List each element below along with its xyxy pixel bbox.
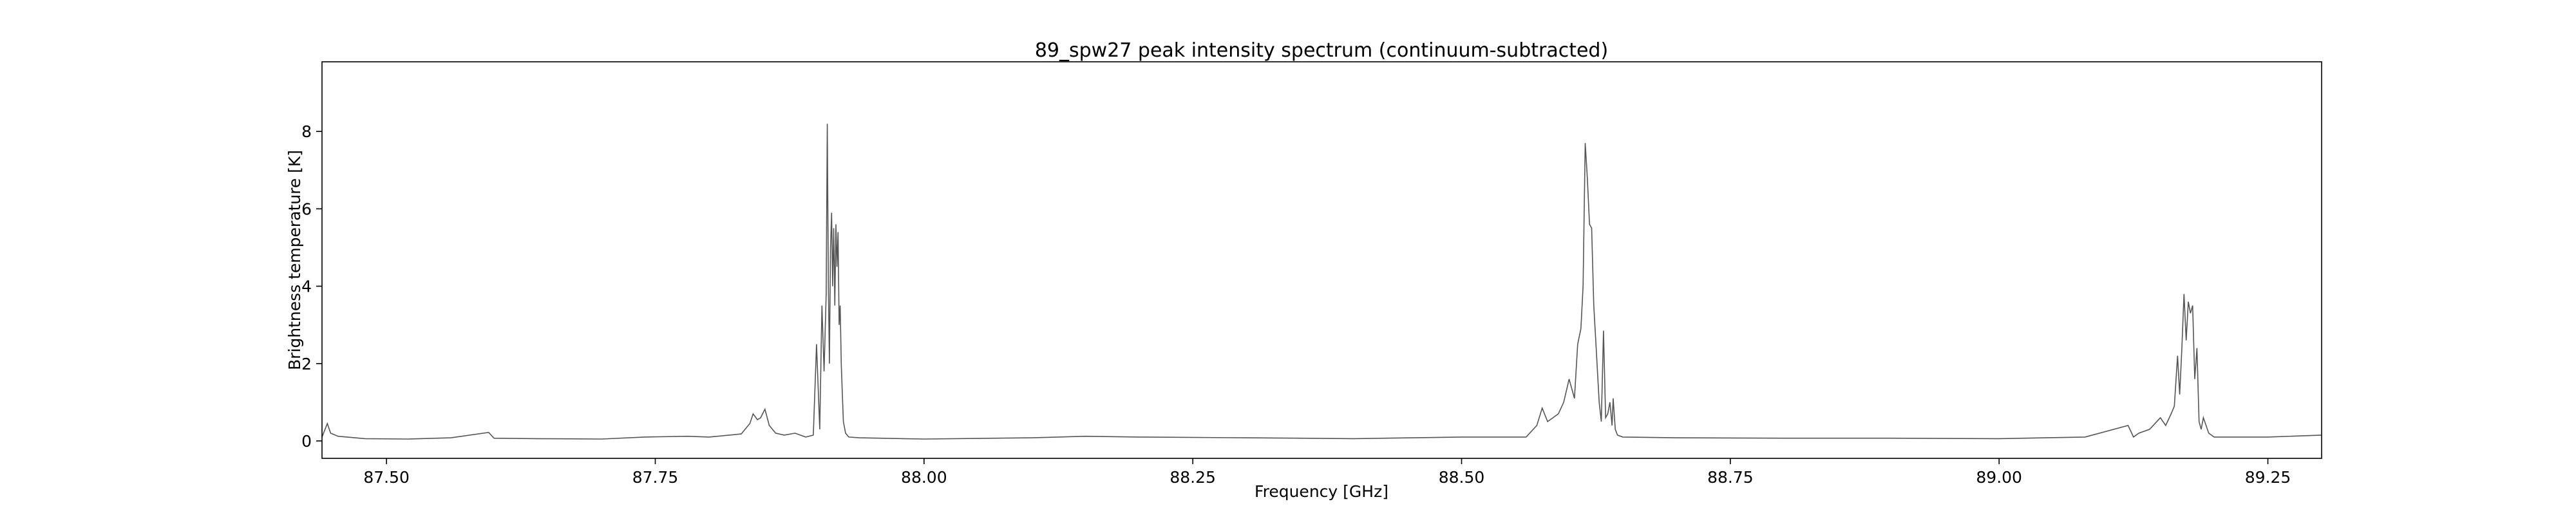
x-axis-ticks: 87.50 87.75 88.00 88.25 88.50 88.75 89.00 89.25 (363, 458, 2291, 487)
y-tick-label: 0 (301, 432, 312, 451)
y-axis-ticks: 0 2 4 6 8 (301, 122, 322, 451)
y-tick-label: 2 (301, 355, 312, 373)
x-tick-label: 89.00 (1976, 468, 2022, 487)
chart-title: 89_spw27 peak intensity spectrum (contin… (1035, 39, 1608, 62)
y-tick-label: 4 (301, 277, 312, 296)
x-axis-label: Frequency [GHz] (1255, 482, 1388, 501)
spectrum-line (321, 124, 2322, 440)
x-tick-label: 87.50 (363, 468, 410, 487)
x-tick-label: 88.50 (1439, 468, 1485, 487)
x-tick-label: 88.75 (1707, 468, 1754, 487)
y-tick-label: 8 (301, 122, 312, 141)
x-tick-label: 88.00 (901, 468, 947, 487)
y-tick-label: 6 (301, 200, 312, 218)
y-axis-label: Brightness temperature [K] (285, 150, 304, 370)
plot-area (321, 61, 2322, 459)
axes-frame (321, 61, 2322, 459)
x-tick-label: 88.25 (1170, 468, 1216, 487)
x-tick-label: 87.75 (632, 468, 679, 487)
x-tick-label: 89.25 (2245, 468, 2291, 487)
